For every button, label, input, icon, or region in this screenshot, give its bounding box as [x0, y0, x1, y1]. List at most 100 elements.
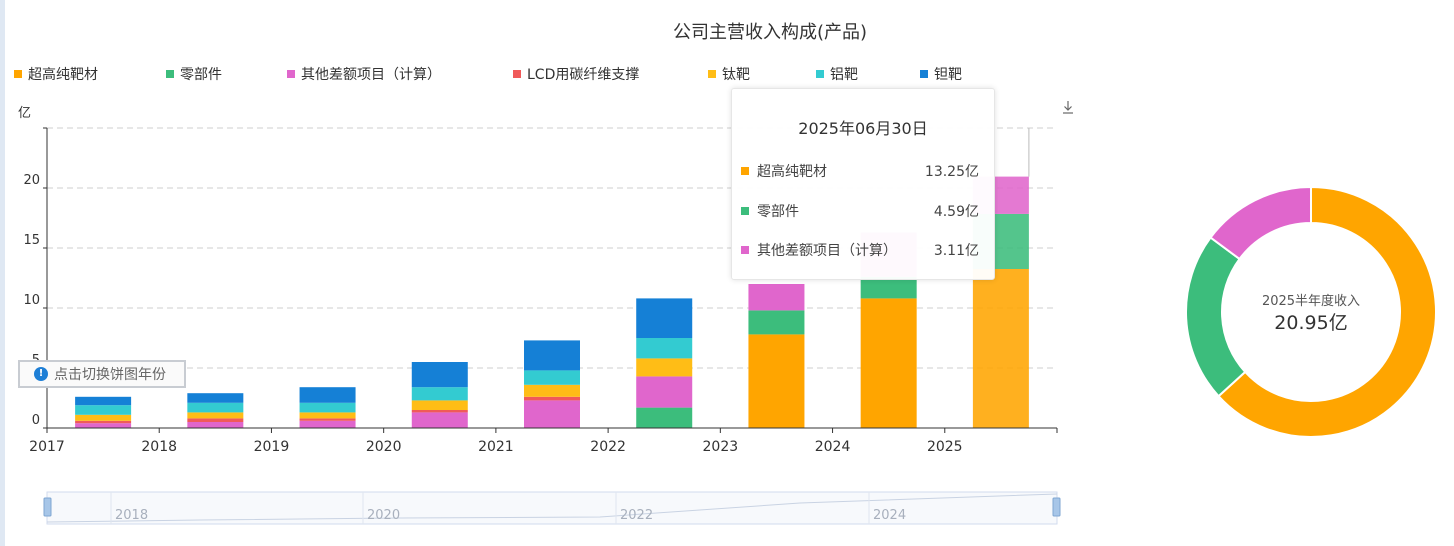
- legend-label: 铝靶: [830, 67, 858, 83]
- x-tick-label: 2017: [29, 439, 65, 455]
- x-tick-label: 2023: [703, 439, 739, 455]
- x-tick-label: 2022: [590, 439, 626, 455]
- tooltip-row: 零部件 4.59亿: [741, 201, 979, 221]
- bar-segment[interactable]: [187, 412, 244, 419]
- bar-segment[interactable]: [636, 376, 693, 408]
- bar-segment[interactable]: [748, 334, 805, 428]
- bar-segment[interactable]: [972, 269, 1029, 428]
- bar-segment[interactable]: [524, 400, 580, 428]
- bar-segment[interactable]: [187, 418, 244, 422]
- tooltip-series-value: 4.59亿: [933, 204, 979, 220]
- bar-segment[interactable]: [187, 393, 244, 403]
- donut-slice[interactable]: [1209, 185, 1312, 261]
- bar-segment[interactable]: [860, 276, 917, 299]
- bar-segment[interactable]: [524, 384, 580, 397]
- chart-title: 公司主营收入构成(产品): [672, 22, 868, 43]
- tooltip-swatch: [741, 246, 749, 254]
- legend-label: LCD用碳纤维支撑: [527, 67, 640, 83]
- download-icon[interactable]: [1060, 100, 1076, 116]
- bar-segment[interactable]: [748, 310, 805, 335]
- slider-year-label: 2020: [367, 508, 400, 523]
- bar-segment[interactable]: [636, 298, 693, 338]
- donut-slice[interactable]: [1217, 185, 1437, 438]
- bar-segment[interactable]: [411, 387, 468, 401]
- donut-chart[interactable]: [1185, 185, 1437, 438]
- bar-segment[interactable]: [411, 412, 468, 428]
- bar-segment[interactable]: [299, 412, 356, 419]
- bar-segment[interactable]: [748, 284, 805, 311]
- y-tick-label: 15: [23, 233, 40, 248]
- bar-segment[interactable]: [75, 414, 132, 421]
- legend-swatch: [708, 70, 716, 78]
- axes: 0510152020172018201920202021202220232024…: [23, 127, 1058, 455]
- tooltip-row: 超高纯靶材 13.25亿: [741, 161, 979, 181]
- y-axis-unit: 亿: [18, 106, 32, 121]
- legend-swatch: [513, 70, 521, 78]
- slider-year-label: 2022: [620, 508, 653, 523]
- x-tick-label: 2021: [478, 439, 514, 455]
- data-zoom-slider[interactable]: 2018 2020 2022 2024: [43, 491, 1061, 525]
- bar-segment[interactable]: [299, 420, 356, 428]
- x-tick-label: 2019: [254, 439, 290, 455]
- bar-segment[interactable]: [411, 362, 468, 388]
- bar-segment[interactable]: [636, 338, 693, 359]
- legend-item-aluminum-target[interactable]: 铝靶: [816, 64, 858, 84]
- legend-label: 其他差额项目（计算）: [301, 67, 441, 83]
- tooltip-series-name: 超高纯靶材: [757, 164, 827, 180]
- tooltip: 2025年06月30日 超高纯靶材 13.25亿 零部件 4.59亿 其他差额项…: [731, 88, 995, 280]
- bar-segment[interactable]: [75, 420, 132, 424]
- y-tick-label: 20: [23, 173, 40, 188]
- bar-segment[interactable]: [75, 396, 132, 406]
- x-tick-label: 2020: [366, 439, 402, 455]
- tooltip-swatch: [741, 167, 749, 175]
- legend-item-tantalum-target[interactable]: 钽靶: [920, 64, 962, 84]
- bar-segment[interactable]: [411, 400, 468, 410]
- bar-segment[interactable]: [299, 402, 356, 413]
- tooltip-row: 其他差额项目（计算） 3.11亿: [741, 240, 979, 260]
- tooltip-swatch: [741, 207, 749, 215]
- legend-swatch: [166, 70, 174, 78]
- bar-segment[interactable]: [411, 410, 468, 413]
- legend-item-ultra-pure-target[interactable]: 超高纯靶材: [14, 64, 98, 84]
- slider-handle[interactable]: [1052, 497, 1061, 517]
- legend-label: 钛靶: [722, 67, 750, 83]
- slider-year-label: 2024: [873, 508, 906, 523]
- legend-item-titanium-target[interactable]: 钛靶: [708, 64, 750, 84]
- slider-handle[interactable]: [43, 497, 52, 517]
- tooltip-series-value: 13.25亿: [924, 164, 979, 180]
- tooltip-series-value: 3.11亿: [933, 243, 979, 259]
- bar-segment[interactable]: [187, 402, 244, 413]
- bar-segment[interactable]: [524, 396, 580, 401]
- download-icon-glyph: [1063, 101, 1073, 114]
- left-edge: [0, 0, 5, 546]
- legend-item-other[interactable]: 其他差额项目（计算）: [287, 64, 441, 84]
- legend-swatch: [287, 70, 295, 78]
- bar-segment[interactable]: [299, 418, 356, 421]
- legend-item-parts[interactable]: 零部件: [166, 64, 222, 84]
- bar-segment[interactable]: [187, 422, 244, 428]
- bar-segment[interactable]: [524, 370, 580, 385]
- x-tick-label: 2025: [927, 439, 963, 455]
- donut-center-label: 2025半年度收入: [1261, 294, 1361, 309]
- info-icon: !: [34, 367, 48, 381]
- legend-item-lcd-carbon[interactable]: LCD用碳纤维支撑: [513, 64, 639, 84]
- bar-segment[interactable]: [860, 298, 917, 428]
- switch-pie-year-button[interactable]: ! 点击切换饼图年份: [18, 360, 186, 388]
- y-tick-label: 10: [23, 293, 40, 308]
- bar-segment[interactable]: [75, 423, 132, 428]
- legend-label: 零部件: [180, 67, 222, 83]
- tooltip-series-name: 其他差额项目（计算）: [757, 243, 897, 259]
- tooltip-date: 2025年06月30日: [798, 119, 928, 138]
- legend-swatch: [14, 70, 22, 78]
- bar-segment[interactable]: [299, 387, 356, 403]
- bar-segment[interactable]: [75, 405, 132, 415]
- bar-segment[interactable]: [524, 340, 580, 371]
- x-tick-label: 2018: [141, 439, 177, 455]
- switch-pie-year-label: 点击切换饼图年份: [54, 367, 166, 383]
- bar-segment[interactable]: [636, 407, 693, 428]
- legend-swatch: [816, 70, 824, 78]
- y-tick-label: 0: [32, 413, 40, 428]
- bar-segment[interactable]: [636, 358, 693, 377]
- legend-swatch: [920, 70, 928, 78]
